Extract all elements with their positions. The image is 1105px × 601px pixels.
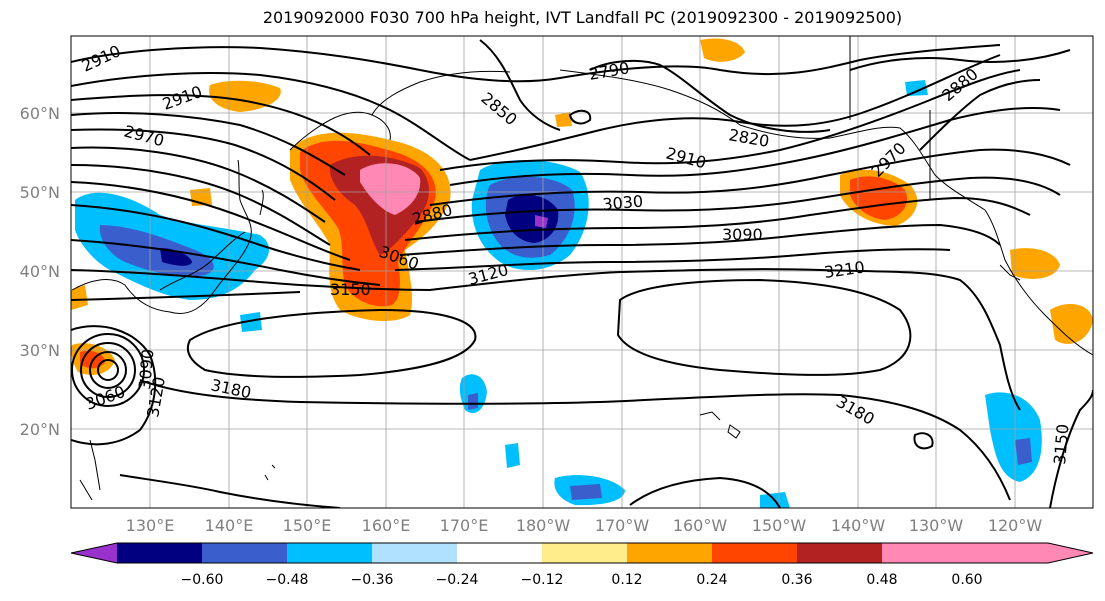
colorbar-segment xyxy=(287,543,372,563)
ivt-negative-patch-2 xyxy=(505,443,520,468)
ivt-negative-patch-3-core xyxy=(570,484,602,500)
lat-tick-label: 60°N xyxy=(20,104,60,123)
longitude-axis: 130°E 140°E 150°E 160°E 170°E 180°W 170°… xyxy=(126,516,1043,535)
colorbar-segment xyxy=(372,543,457,563)
ivt-negative-patch-5-core xyxy=(1015,438,1032,465)
colorbar-segment xyxy=(797,543,882,563)
lat-tick-label: 30°N xyxy=(20,341,60,360)
colorbar-segment xyxy=(712,543,797,563)
map-title: 2019092000 F030 700 hPa height, IVT Land… xyxy=(262,8,903,27)
lon-tick-label: 170°W xyxy=(595,516,650,535)
colorbar-segment xyxy=(542,543,627,563)
ivt-negative-patch-1-core xyxy=(468,393,478,410)
colorbar-tick-label: 0.60 xyxy=(951,572,982,588)
lon-tick-label: 120°W xyxy=(988,516,1043,535)
map-panel: 2910 2910 2970 2850 2790 2820 2910 2880 … xyxy=(70,35,1094,509)
contour-label: 3090 xyxy=(135,348,157,390)
lon-tick-label: 130°W xyxy=(909,516,964,535)
lon-tick-label: 140°E xyxy=(205,516,254,535)
lon-tick-label: 160°E xyxy=(362,516,411,535)
lat-tick-label: 40°N xyxy=(20,262,60,281)
lon-tick-label: 150°E xyxy=(283,516,332,535)
colorbar-segment xyxy=(117,543,202,563)
latitude-axis: 60°N 50°N 40°N 30°N 20°N xyxy=(20,104,60,439)
lon-tick-label: 160°W xyxy=(673,516,728,535)
colorbar-segment xyxy=(71,543,117,563)
contour-labels: 2910 2910 2970 2850 2790 2820 2910 2880 … xyxy=(79,41,1073,465)
lat-tick-label: 50°N xyxy=(20,183,60,202)
map-frame xyxy=(70,35,1094,509)
ivt-negative-patch-7 xyxy=(905,80,928,96)
ivt-negative-patch-6 xyxy=(240,312,262,332)
colorbar-tick-label: −0.12 xyxy=(521,572,564,588)
ivt-negative-center-japan xyxy=(160,248,192,266)
lon-tick-label: 150°W xyxy=(752,516,807,535)
lon-tick-label: 180°W xyxy=(516,516,571,535)
colorbar-tick-label: −0.36 xyxy=(351,572,394,588)
contour-label: 3030 xyxy=(602,192,644,214)
colorbar-segment xyxy=(627,543,712,563)
colorbar-tick-label: 0.24 xyxy=(696,572,727,588)
ivt-positive-patch-bering xyxy=(700,38,745,62)
colorbar-segment xyxy=(967,543,1093,563)
colorbar-tick-label: 0.36 xyxy=(781,572,812,588)
ivt-positive-patch-baja xyxy=(1050,304,1093,344)
ivt-positive-patch-nw xyxy=(555,112,572,127)
colorbar-segment xyxy=(202,543,287,563)
colorbar-tick-label: 0.48 xyxy=(866,572,897,588)
colorbar-segment xyxy=(457,543,542,563)
lon-tick-label: 170°E xyxy=(440,516,489,535)
colorbar: −0.60 −0.48 −0.36 −0.24 −0.12 0.12 0.24 … xyxy=(70,542,1094,588)
ivt-negative-peak-central xyxy=(535,215,548,228)
lon-tick-label: 140°W xyxy=(831,516,886,535)
colorbar-tick-label: −0.60 xyxy=(181,572,224,588)
lon-tick-label: 130°E xyxy=(126,516,175,535)
contour-label: 3150 xyxy=(330,280,371,299)
ivt-positive-peak xyxy=(360,163,421,215)
contour-label: 3150 xyxy=(1050,423,1072,465)
colorbar-segment xyxy=(882,543,967,563)
height-contours xyxy=(71,39,1093,508)
coastlines xyxy=(71,36,1093,501)
colorbar-tick-label: 0.12 xyxy=(611,572,642,588)
colorbar-tick-label: −0.24 xyxy=(436,572,479,588)
ivt-positive-patch-west xyxy=(71,285,88,310)
contour-label: 3090 xyxy=(722,225,763,244)
colorbar-outline xyxy=(70,542,1094,564)
lat-tick-label: 20°N xyxy=(20,420,60,439)
colorbar-tick-label: −0.48 xyxy=(266,572,309,588)
